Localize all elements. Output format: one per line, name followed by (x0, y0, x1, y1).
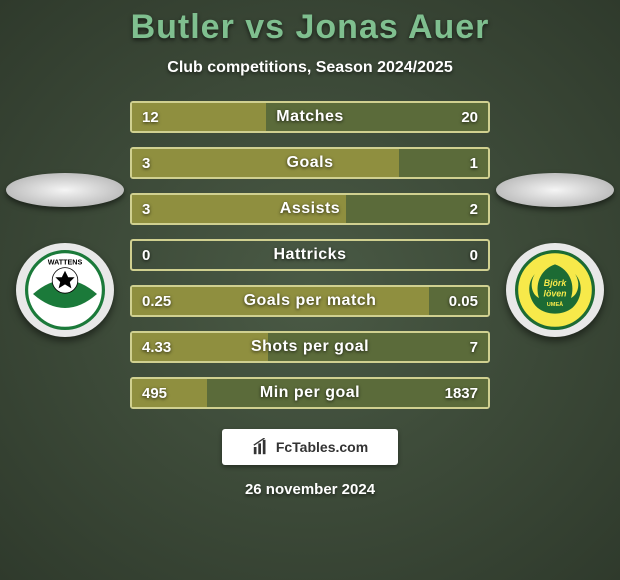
left-player-col: WATTENS WSG AROVSKI (0, 173, 130, 337)
right-player-col: Björk löven UMEÅ (490, 173, 620, 337)
bar-metric-label: Goals (287, 154, 334, 172)
svg-text:löven: löven (544, 288, 567, 298)
bar-value-left: 4.33 (132, 333, 181, 361)
svg-text:Björk: Björk (544, 278, 568, 288)
metric-bars: 12 20 Matches 3 1 Goals 3 2 Assists 0 0 Hattricks 0.… (130, 101, 490, 409)
comparison-card: Butler vs Jonas Auer Club competitions, … (0, 0, 620, 580)
bar-value-left: 495 (132, 379, 177, 407)
comparison-body: WATTENS WSG AROVSKI 1220Matches31Goals32… (0, 101, 620, 409)
bar-value-right: 0 (460, 241, 488, 269)
metric-bar: 495 1837 Min per goal (130, 377, 490, 409)
bar-value-right: 0.05 (439, 287, 488, 315)
bar-value-right: 1 (460, 149, 488, 177)
metric-bar: 12 20 Matches (130, 101, 490, 133)
brand-logo: FcTables.com (252, 438, 368, 456)
left-ellipse (6, 173, 124, 207)
bar-metric-label: Goals per match (244, 292, 377, 310)
subtitle: Club competitions, Season 2024/2025 (167, 59, 452, 77)
metric-bar: 3 2 Assists (130, 193, 490, 225)
bar-fill-left (132, 149, 399, 177)
svg-text:UMEÅ: UMEÅ (547, 301, 563, 308)
bar-metric-label: Min per goal (260, 384, 360, 402)
bar-value-right: 20 (451, 103, 488, 131)
bar-value-right: 7 (460, 333, 488, 361)
page-title: Butler vs Jonas Auer (131, 8, 490, 47)
metric-bar: 3 1 Goals (130, 147, 490, 179)
bar-value-left: 12 (132, 103, 169, 131)
brand-text: FcTables.com (276, 439, 368, 455)
bar-value-left: 3 (132, 195, 160, 223)
right-ellipse (496, 173, 614, 207)
left-team-badge: WATTENS WSG AROVSKI (16, 243, 114, 337)
chart-icon (252, 438, 270, 456)
right-badge-icon: Björk löven UMEÅ (515, 250, 595, 330)
bar-metric-label: Hattricks (274, 246, 347, 264)
bar-value-left: 0.25 (132, 287, 181, 315)
bar-value-right: 2 (460, 195, 488, 223)
brand-box: FcTables.com (222, 429, 398, 465)
bar-value-left: 0 (132, 241, 160, 269)
bar-metric-label: Shots per goal (251, 338, 369, 356)
bar-value-right: 1837 (435, 379, 488, 407)
metric-bar: 0 0 Hattricks (130, 239, 490, 271)
svg-text:WATTENS: WATTENS (48, 257, 83, 266)
date-text: 26 november 2024 (245, 481, 375, 498)
metric-bar: 0.25 0.05 Goals per match (130, 285, 490, 317)
bar-value-left: 3 (132, 149, 160, 177)
left-badge-icon: WATTENS WSG AROVSKI (25, 250, 105, 330)
right-team-badge: Björk löven UMEÅ (506, 243, 604, 337)
bar-metric-label: Matches (276, 108, 344, 126)
bar-metric-label: Assists (280, 200, 340, 218)
svg-text:WSG AROVSKI: WSG AROVSKI (42, 307, 88, 314)
metric-bar: 4.33 7 Shots per goal (130, 331, 490, 363)
